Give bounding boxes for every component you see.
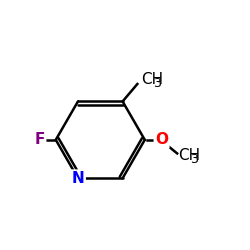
Text: O: O (155, 132, 168, 147)
Text: 3: 3 (153, 77, 161, 90)
Text: 3: 3 (190, 153, 198, 166)
Text: CH: CH (141, 72, 163, 86)
Text: CH: CH (178, 148, 201, 164)
Text: N: N (72, 171, 85, 186)
Text: F: F (34, 132, 45, 147)
